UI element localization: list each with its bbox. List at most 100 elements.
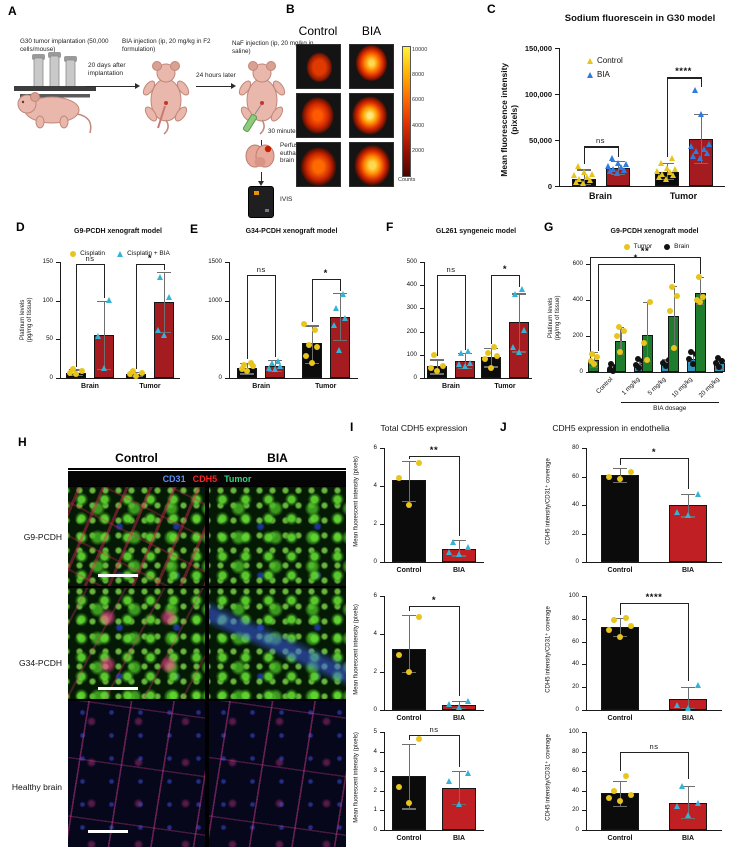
- data-point-triangle: [157, 274, 164, 281]
- data-point-dot: [719, 357, 726, 364]
- sig-label: **: [640, 245, 650, 257]
- data-point-triangle: [455, 361, 462, 368]
- data-point-triangle: [339, 291, 346, 298]
- legend-label: BIA: [597, 70, 610, 79]
- x-tick-label: 10 mg/kg: [670, 376, 695, 400]
- x-axis: [384, 710, 484, 712]
- sig-arm: [164, 264, 166, 270]
- y-axis: [586, 448, 588, 562]
- data-point-triangle: [275, 358, 282, 365]
- sig-arm: [437, 274, 439, 356]
- step1-text: G30 tumor implantation (50,000 cells/mou…: [20, 38, 109, 53]
- ivis-label: IVIS: [280, 196, 293, 203]
- colorbar-unit-label: Counts: [398, 177, 416, 183]
- legend-label: Cisplatin + BIA: [127, 250, 170, 257]
- y-tick-label: 400: [406, 281, 417, 289]
- error-cap: [332, 340, 347, 342]
- data-point-dot: [713, 360, 720, 367]
- b-control-brain-image-2: [296, 93, 341, 138]
- error-cap: [97, 300, 111, 302]
- y-tick-label: 400: [572, 296, 583, 303]
- sig-line: [583, 146, 618, 148]
- data-point-dot: [491, 344, 498, 351]
- x-axis: [586, 710, 722, 712]
- y-tick-label: 40: [572, 660, 579, 668]
- y-tick-label: 80: [572, 614, 579, 622]
- y-tick-label: 0: [575, 706, 579, 713]
- x-tick-label: Control: [607, 835, 633, 842]
- arrow2-label: 24 hours later: [196, 72, 236, 79]
- b-control-header: Control: [298, 24, 338, 38]
- data-point-triangle: [588, 170, 595, 177]
- data-point-triangle: [697, 155, 703, 162]
- data-point-triangle: [268, 360, 275, 367]
- error-cap: [643, 301, 651, 303]
- data-point-dot: [615, 324, 622, 330]
- y-tick: [582, 710, 586, 712]
- data-point-triangle: [615, 159, 622, 166]
- data-point-triangle: [586, 177, 593, 184]
- data-point-dot: [396, 783, 403, 790]
- data-point-triangle: [691, 87, 698, 94]
- error-cap: [304, 325, 319, 327]
- y-tick: [380, 634, 384, 636]
- y-tick: [225, 339, 229, 341]
- sig-arm: [519, 274, 521, 288]
- y-axis: [60, 262, 62, 378]
- arrow4-icon: [258, 172, 265, 186]
- data-point-dot: [714, 354, 721, 361]
- b-bia-brain-image-3: [349, 142, 394, 187]
- bar: [601, 626, 639, 710]
- b-control-brain-image-3: [296, 142, 341, 187]
- x-tick-label: Control: [607, 567, 633, 574]
- x-tick-label: Control: [594, 376, 615, 396]
- y-tick: [420, 308, 424, 310]
- sig-arm: [275, 275, 277, 358]
- y-tick: [380, 596, 384, 598]
- sig-arm: [76, 264, 78, 368]
- data-point-dot: [312, 327, 319, 334]
- data-point-triangle: [700, 145, 707, 152]
- scale-bar: [98, 686, 138, 690]
- legend-item: Cisplatin + BIA: [117, 250, 170, 257]
- error-bar: [620, 617, 622, 636]
- data-point-triangle: [693, 148, 700, 155]
- x-axis: [586, 830, 722, 832]
- b-bia-header: BIA: [361, 24, 382, 38]
- data-point-triangle: [518, 286, 525, 293]
- error-cap: [681, 493, 695, 495]
- x-tick-label: Tumor: [669, 191, 698, 201]
- y-tick: [582, 751, 586, 753]
- error-bar: [247, 362, 249, 374]
- chart-cdh5-endothelia-healthy: CDH5 intensity/CD31⁺ coverage 0 20 40 60 80 10…: [540, 722, 732, 850]
- y-tick: [56, 262, 60, 264]
- error-bar: [409, 615, 411, 672]
- data-point-dot: [69, 366, 76, 373]
- legend-item: BIA: [587, 70, 610, 79]
- data-point-triangle: [703, 150, 710, 157]
- step3-text: NaF injection (ip, 20 mg/kg in saline): [232, 40, 314, 55]
- y-tick: [555, 48, 559, 50]
- error-bar: [688, 687, 690, 708]
- sig-line: [437, 274, 465, 276]
- error-bar: [459, 540, 461, 556]
- sig-label: ns: [256, 265, 266, 275]
- data-point-dot: [606, 366, 613, 373]
- data-point-triangle: [465, 697, 472, 704]
- data-point-triangle: [573, 178, 580, 185]
- y-tick: [582, 533, 586, 535]
- arrow1-icon: [86, 83, 140, 90]
- chart-total-cdh5-g34: Mean fluorescent intensity (pixels) 0 2 4 6 C…: [348, 584, 490, 730]
- data-point-triangle: [684, 812, 691, 819]
- data-point-dot: [644, 357, 650, 364]
- data-point-triangle: [154, 327, 161, 334]
- error-bar: [639, 358, 641, 369]
- x-tick-label: BIA: [681, 567, 695, 574]
- y-tick: [582, 810, 586, 812]
- data-point-dot: [697, 298, 704, 305]
- data-point-triangle: [607, 168, 614, 175]
- y-tick-label: 60: [572, 637, 579, 645]
- legend-label: Control: [597, 56, 623, 65]
- chart-legend: Cisplatin Cisplatin + BIA: [60, 250, 180, 257]
- data-point-triangle: [664, 164, 671, 171]
